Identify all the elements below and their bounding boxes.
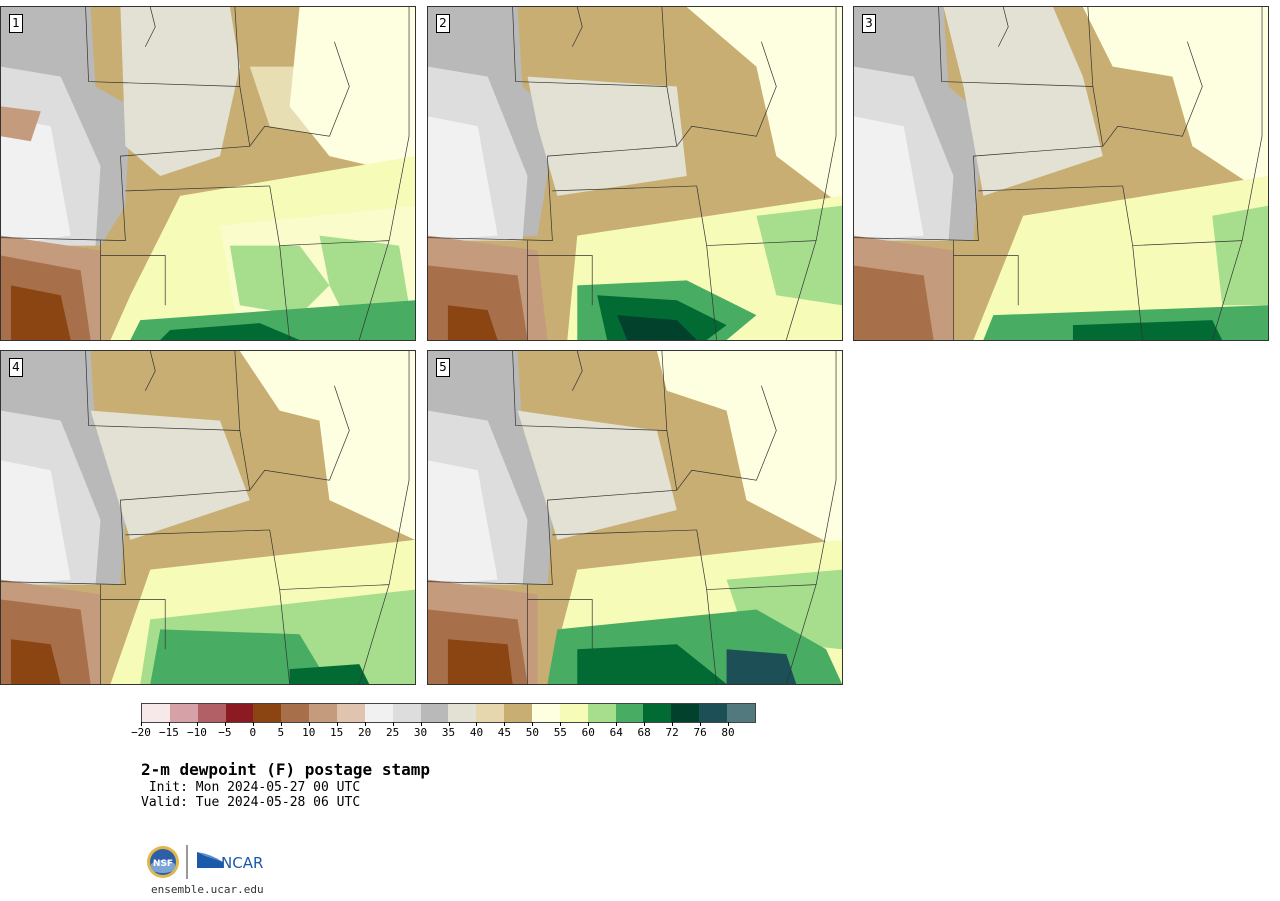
postage-stamp-panel-4: 4: [0, 350, 416, 685]
valid-time: Valid: Tue 2024-05-28 06 UTC: [141, 795, 361, 810]
ncar-logo-icon: NCAR: [197, 852, 263, 872]
colorbar-swatch: [253, 704, 282, 722]
svg-text:NSF: NSF: [153, 859, 173, 869]
panel-number: 3: [862, 14, 876, 33]
colorbar-swatch: [142, 704, 170, 722]
colorbar-swatch: [587, 704, 616, 722]
colorbar-swatch: [727, 704, 755, 722]
colorbar-tickmark: [308, 722, 310, 726]
colorbar-swatch: [559, 704, 588, 722]
colorbar-tickmark: [420, 722, 422, 726]
colorbar-tickmark: [336, 722, 338, 726]
colorbar-swatch: [197, 704, 226, 722]
colorbar-tickmark: [448, 722, 450, 726]
colorbar-tickmark: [560, 722, 562, 726]
colorbar-tick-label: 80: [721, 726, 735, 739]
colorbar-swatch: [392, 704, 421, 722]
colorbar-tick-label: 68: [637, 726, 651, 739]
colorbar-tick-label: 5: [277, 726, 285, 739]
colorbar-tick-label: 15: [330, 726, 344, 739]
dewpoint-map-3: [854, 7, 1268, 340]
colorbar-swatch: [671, 704, 700, 722]
colorbar-tickmark: [141, 722, 142, 726]
colorbar-tick-label: 25: [385, 726, 400, 739]
colorbar-tickmark: [616, 722, 618, 726]
colorbar-tickmark: [672, 722, 674, 726]
site-url: ensemble.ucar.edu: [151, 883, 264, 896]
colorbar-tick-label: 64: [609, 726, 623, 739]
dewpoint-map-4: [1, 351, 415, 684]
colorbar-swatch: [309, 704, 338, 722]
colorbar-swatch: [615, 704, 644, 722]
colorbar-swatch: [337, 704, 365, 722]
colorbar-swatch: [504, 704, 533, 722]
dewpoint-map-2: [428, 7, 842, 340]
colorbar-swatch: [420, 704, 449, 722]
colorbar-tick-label: 72: [665, 726, 679, 739]
colorbar-tick-label: 30: [413, 726, 428, 739]
colorbar-tickmark: [224, 722, 226, 726]
colorbar-tick-label: 0: [249, 726, 257, 739]
colorbar-tick-label: −20: [131, 726, 151, 739]
panel-number: 2: [436, 14, 450, 33]
colorbar-swatch: [364, 704, 393, 722]
colorbar-tickmark: [476, 722, 478, 726]
init-time: Init: Mon 2024-05-27 00 UTC: [141, 780, 361, 795]
colorbar-swatch: [476, 704, 505, 722]
colorbar-tickmark: [532, 722, 534, 726]
colorbar-tickmark: [392, 722, 394, 726]
dewpoint-map-5: [428, 351, 842, 684]
colorbar-swatch: [532, 704, 560, 722]
colorbar-tickmark: [196, 722, 198, 726]
colorbar-tick-label: 50: [525, 726, 539, 739]
postage-stamp-panel-5: 5: [427, 350, 843, 685]
colorbar: [141, 703, 756, 723]
colorbar-swatch: [225, 704, 254, 722]
colorbar-tick-label: 60: [581, 726, 595, 739]
colorbar-swatch: [281, 704, 310, 722]
colorbar-tickmark: [728, 722, 730, 726]
colorbar-tickmark: [700, 722, 702, 726]
colorbar-tickmark: [644, 722, 646, 726]
svg-text:NCAR: NCAR: [221, 854, 263, 872]
panel-number: 5: [436, 358, 450, 377]
colorbar-tick-label: −10: [186, 726, 207, 739]
postage-stamp-panel-3: 3: [853, 6, 1269, 341]
colorbar-tickmark: [364, 722, 366, 726]
colorbar-swatch: [169, 704, 198, 722]
colorbar-ticks: −20 −15 −10 −5 0 5 10 15 20 25 30 35 40 45 50 55 60 64 68 7…: [131, 722, 756, 742]
panel-number: 1: [9, 14, 23, 33]
colorbar-tick-label: 20: [358, 726, 372, 739]
colorbar-tickmark: [168, 722, 170, 726]
colorbar-tickmark: [280, 722, 282, 726]
dewpoint-map-1: [1, 7, 415, 340]
colorbar-tick-label: −5: [218, 726, 232, 739]
colorbar-swatch: [643, 704, 672, 722]
colorbar-tick-label: 45: [497, 726, 512, 739]
colorbar-tick-label: −15: [159, 726, 179, 739]
nsf-ncar-logo: NSF NCAR: [147, 845, 263, 879]
plot-title: 2-m dewpoint (F) postage stamp: [141, 760, 430, 779]
colorbar-tickmark: [252, 722, 254, 726]
colorbar-swatch: [448, 704, 477, 722]
colorbar-tick-label: 35: [441, 726, 456, 739]
nsf-logo-icon: NSF: [147, 846, 179, 878]
colorbar-tick-label: 10: [302, 726, 316, 739]
postage-stamp-panel-2: 2: [427, 6, 843, 341]
colorbar-tickmark: [588, 722, 590, 726]
panel-number: 4: [9, 358, 23, 377]
colorbar-tick-label: 76: [693, 726, 707, 739]
colorbar-tick-label: 40: [469, 726, 484, 739]
postage-stamp-panel-1: 1: [0, 6, 416, 341]
colorbar-swatch: [699, 704, 728, 722]
colorbar-tick-label: 55: [553, 726, 567, 739]
colorbar-tickmark: [504, 722, 506, 726]
